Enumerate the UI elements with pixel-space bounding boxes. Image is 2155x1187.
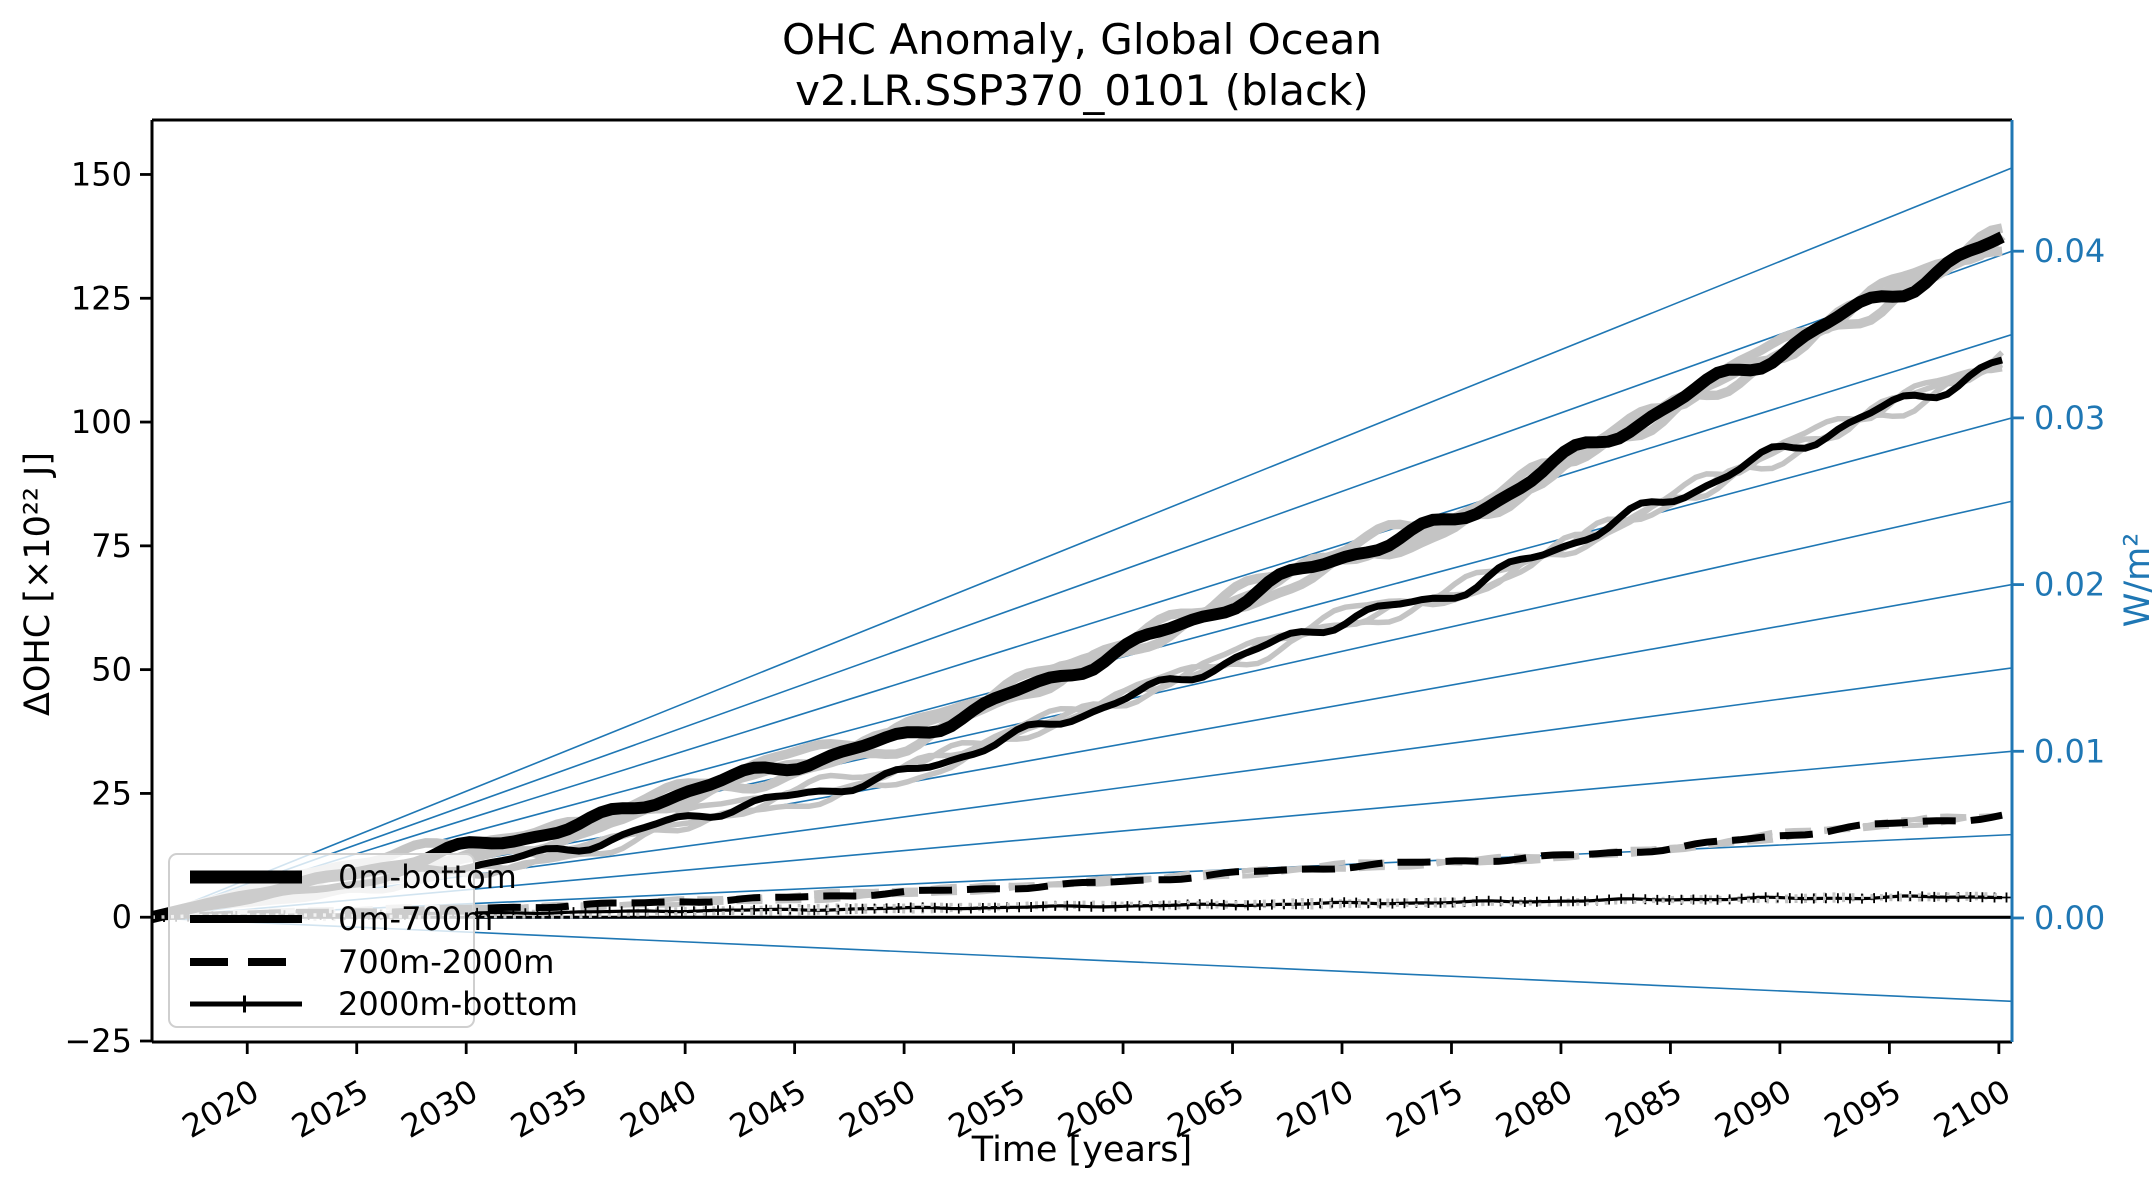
svg-text:0.00: 0.00	[2034, 899, 2105, 937]
chart-title: OHC Anomaly, Global Ocean v2.LR.SSP370_0…	[152, 14, 2012, 116]
svg-text:0.04: 0.04	[2034, 232, 2105, 270]
legend-line-sample-thick-icon	[190, 866, 302, 888]
legend-row-0m-700m: 0m-700m	[190, 899, 493, 939]
svg-text:75: 75	[91, 527, 132, 565]
legend-label: 0m-700m	[338, 900, 494, 939]
svg-text:150: 150	[71, 155, 132, 193]
legend-line-sample-dashed-icon	[190, 951, 302, 973]
svg-text:0.02: 0.02	[2034, 566, 2105, 604]
svg-text:100: 100	[71, 403, 132, 441]
y-axis-label-left: ΔOHC [×10²² J]	[18, 451, 58, 717]
svg-text:0.01: 0.01	[2034, 732, 2105, 770]
legend: 0m-bottom 0m-700m 700m-2000m 2000m-botto…	[168, 853, 578, 1028]
legend-label: 0m-bottom	[338, 858, 517, 897]
chart-title-line1: OHC Anomaly, Global Ocean	[782, 15, 1382, 64]
svg-text:0.03: 0.03	[2034, 399, 2105, 437]
svg-text:50: 50	[91, 651, 132, 689]
x-axis-label: Time [years]	[971, 1130, 1193, 1170]
svg-text:125: 125	[71, 279, 132, 317]
legend-label: 2000m-bottom	[338, 984, 578, 1023]
svg-text:−25: −25	[64, 1022, 132, 1060]
chart-title-line2: v2.LR.SSP370_0101 (black)	[795, 66, 1369, 116]
legend-line-sample-plus-marker-icon	[190, 993, 302, 1015]
svg-text:0: 0	[112, 898, 132, 936]
legend-label: 700m-2000m	[338, 942, 555, 981]
legend-row-2000m-bottom: 2000m-bottom	[190, 984, 578, 1024]
legend-row-0m-bottom: 0m-bottom	[190, 857, 517, 897]
legend-line-sample-solid-icon	[190, 908, 302, 930]
y-axis-label-right: W/m²	[2118, 532, 2155, 628]
legend-row-700m-2000m: 700m-2000m	[190, 942, 554, 982]
svg-text:25: 25	[91, 774, 132, 812]
